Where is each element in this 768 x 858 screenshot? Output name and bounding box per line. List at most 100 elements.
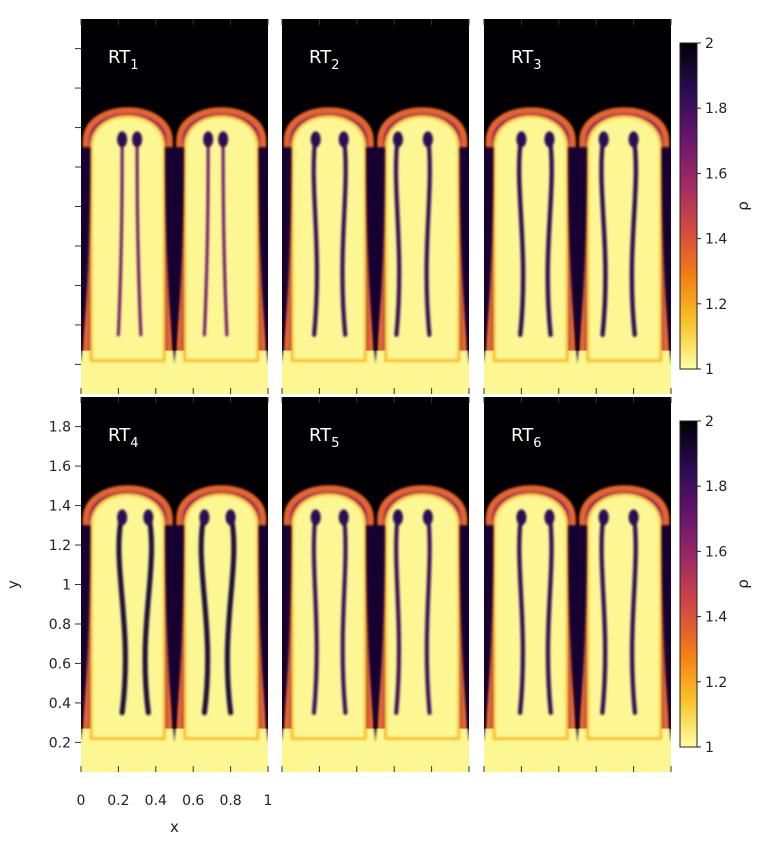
vortex-head-2 <box>338 131 349 148</box>
y-tick-label: 0.8 <box>49 617 71 633</box>
bubble-1 <box>89 114 166 362</box>
tendril-2 <box>545 133 554 337</box>
panel-ticks-1 <box>75 19 269 394</box>
vortex-head-1 <box>310 131 321 148</box>
vortex-head-3 <box>392 509 403 526</box>
heavy-spike-2 <box>568 147 587 365</box>
spikes <box>484 509 671 743</box>
heavy-spike-1 <box>81 525 91 743</box>
heavy-spike-2 <box>366 147 385 365</box>
bubble-2 <box>586 492 663 740</box>
tendril-4 <box>224 510 237 716</box>
vortex-head-3 <box>598 509 609 526</box>
axes-group: 0 0.2 0.4 0.6 0.8 1 0.2 0.4 0.6 0.8 1 1.2 1.4 1.6 1.8 x… <box>4 19 672 836</box>
heavy-spike-2 <box>165 147 184 365</box>
heavy-spike-2 <box>165 525 184 743</box>
heatmap-panel-5 <box>282 397 469 772</box>
tendril-2 <box>142 510 155 716</box>
panel-ticks-5 <box>281 397 470 772</box>
vortex-head-1 <box>117 509 128 526</box>
x-tick-label: 0.4 <box>145 793 167 809</box>
colorbar-label: ρ <box>734 579 752 589</box>
heavy-spike-3 <box>459 525 469 743</box>
bubble-1 <box>290 492 367 740</box>
colorbar-tick-label: 1.4 <box>705 610 727 626</box>
vortex-head-1 <box>117 131 128 148</box>
heavy-spike-1 <box>484 147 494 365</box>
y-tick-label: 1 <box>62 578 71 594</box>
vortex-head-4 <box>628 131 639 148</box>
tendril-1 <box>116 510 128 716</box>
tendril-1 <box>311 511 319 715</box>
panel-label-3: RT3 <box>511 47 541 73</box>
colorbar-tick-label: 1 <box>705 362 714 378</box>
bubble-2 <box>586 114 663 362</box>
vortex-head-3 <box>203 131 214 148</box>
colorbar-tick-label: 2 <box>705 414 714 430</box>
bubble-2 <box>384 114 461 362</box>
y-tick-label: 0.6 <box>49 656 71 672</box>
heavy-spike-1 <box>81 147 91 365</box>
colorbar-tick-label: 1 <box>705 740 714 756</box>
heavy-spike-3 <box>258 525 268 743</box>
x-tick-label: 0.8 <box>219 793 241 809</box>
heatmap-panel-1 <box>81 19 268 394</box>
heavy-spike-3 <box>661 147 671 365</box>
vortex-head-4 <box>628 509 639 526</box>
spikes <box>484 131 671 365</box>
colorbar-tick-label: 1.6 <box>705 544 727 560</box>
vortex-head-3 <box>392 131 403 148</box>
vortex-head-1 <box>310 509 321 526</box>
tendril-2 <box>340 511 348 715</box>
tendril-4 <box>221 133 229 337</box>
x-tick-label: 0.6 <box>182 793 204 809</box>
bubble-2 <box>183 492 260 740</box>
vortex-head-4 <box>422 131 433 148</box>
colorbar-gradient <box>679 420 698 748</box>
colorbar-tick-label: 1.2 <box>705 675 727 691</box>
tendril-3 <box>393 133 402 337</box>
y-tick-label: 0.2 <box>49 735 71 751</box>
y-tick-label: 0.4 <box>49 696 71 712</box>
bubble-2 <box>183 114 260 362</box>
vortex-head-3 <box>199 509 210 526</box>
panel-ticks-4 <box>75 397 269 772</box>
vortex-head-2 <box>143 509 154 526</box>
tendril-1 <box>517 511 526 715</box>
tendril-3 <box>599 511 608 715</box>
tendril-1 <box>516 133 526 337</box>
tendril-4 <box>629 133 639 337</box>
panel-ticks-3 <box>483 19 672 394</box>
y-tick-label: 1.8 <box>49 420 71 436</box>
panel-label-5: RT5 <box>309 425 339 451</box>
tendril-1 <box>116 133 124 337</box>
x-tick-label: 1 <box>264 793 273 809</box>
tendril-3 <box>394 511 402 715</box>
y-tick-label: 1.6 <box>49 459 71 475</box>
x-tick-label: 0.2 <box>107 793 129 809</box>
vortex-head-4 <box>422 509 433 526</box>
y-tick-label: 1.2 <box>49 538 71 554</box>
vortex-head-2 <box>132 131 143 148</box>
colorbar-tick-label: 1.8 <box>705 101 727 117</box>
panel-label-6: RT6 <box>511 425 541 451</box>
y-axis-label: y <box>4 580 22 589</box>
heatmap-panel-2 <box>282 19 469 394</box>
tendril-2 <box>340 133 348 337</box>
x-tick-label: 0 <box>77 793 86 809</box>
colorbar-tick-label: 2 <box>705 36 714 52</box>
heavy-spike-3 <box>661 525 671 743</box>
heavy-spike-3 <box>459 147 469 365</box>
panel-ticks-2 <box>281 19 470 394</box>
vortex-head-4 <box>225 509 236 526</box>
vortex-head-2 <box>544 509 555 526</box>
spikes <box>282 131 469 365</box>
spikes <box>282 509 469 743</box>
vortex-head-4 <box>218 131 229 148</box>
tendril-4 <box>424 511 432 715</box>
heavy-spike-1 <box>282 147 292 365</box>
bubble-2 <box>384 492 461 740</box>
vortex-head-2 <box>338 509 349 526</box>
tendril-4 <box>424 133 432 337</box>
heatmap-panel-4 <box>81 397 268 772</box>
